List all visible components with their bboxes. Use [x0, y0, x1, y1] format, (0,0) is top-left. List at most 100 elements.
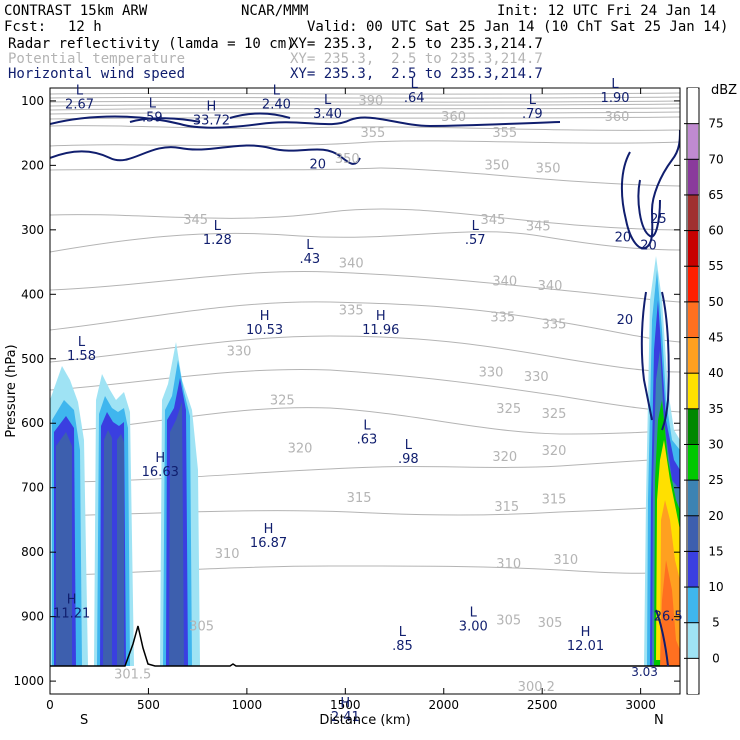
wind-contour-label: 20 — [617, 313, 634, 328]
colorbar-bin — [688, 515, 698, 552]
theta-contour-label: 355 — [492, 126, 517, 141]
colorbar-level-label: 55 — [708, 259, 723, 273]
theta-contour-label: 310 — [496, 557, 521, 572]
theta-contour-label: 345 — [481, 213, 506, 228]
theta-contour-label: 315 — [494, 500, 519, 515]
colorbar-bin — [688, 301, 698, 338]
fcst-label: Fcst: — [4, 19, 47, 35]
wind-contour-label: 20 — [615, 230, 632, 245]
theta-contour-label: 335 — [490, 311, 515, 326]
theta-contour-label: 315 — [347, 491, 372, 506]
extremum-marker: H — [67, 593, 77, 608]
theta-contour-label: 320 — [492, 450, 517, 465]
extremum-marker: L — [273, 83, 281, 98]
colorbar-bin — [688, 658, 698, 694]
extremum-marker: L — [472, 219, 480, 234]
colorbar-level-label: 40 — [708, 366, 723, 380]
theta-contour-label: 315 — [542, 492, 567, 507]
extremum-value: .79 — [522, 107, 543, 122]
colorbar-bin — [688, 337, 698, 374]
theta-contour-label: 345 — [526, 220, 551, 235]
extremum-value: .43 — [300, 252, 321, 267]
theta-contour-label: 325 — [542, 407, 567, 422]
y-axis-label: Pressure (hPa) — [4, 344, 19, 437]
theta-contour-label: 340 — [538, 279, 563, 294]
colorbar-bin — [688, 230, 698, 267]
x-tick-label: 3000 — [625, 698, 656, 712]
theta-contour-label: 350 — [536, 162, 561, 177]
extremum-value: 2.41 — [331, 710, 360, 725]
y-tick-label: 600 — [21, 416, 44, 430]
extremum-marker: H — [340, 696, 350, 711]
extremum-value: 10.53 — [246, 323, 283, 338]
colorbar-level-label: 65 — [708, 188, 723, 202]
colorbar-bin — [688, 373, 698, 409]
field-theta-xy: XY= 235.3, 2.5 to 235.3,214.7 — [290, 51, 543, 67]
reflectivity-cells — [50, 256, 680, 666]
colorbar-bin — [688, 622, 698, 659]
theta-contour-label: 390 — [358, 94, 383, 109]
theta-contour-label: 301.5 — [114, 668, 151, 683]
extra-label: 3.03 — [631, 665, 658, 679]
theta-contour-label: 355 — [360, 126, 385, 141]
field-wind-xy: XY= 235.3, 2.5 to 235.3,214.7 — [290, 66, 543, 82]
extremum-marker: L — [405, 438, 413, 453]
y-tick-label: 900 — [21, 610, 44, 624]
x-tick-label: 2500 — [527, 698, 558, 712]
extremum-marker: L — [78, 335, 86, 350]
theta-contour-label: 300.2 — [518, 680, 555, 695]
theta-contour-label: 350 — [335, 152, 360, 167]
wind-contours — [50, 112, 680, 667]
y-tick-label: 700 — [21, 481, 44, 495]
theta-contour-label: 310 — [215, 547, 240, 562]
extremum-marker: H — [376, 309, 386, 324]
theta-contour-label: 305 — [189, 619, 214, 634]
colorbar-level-label: 50 — [708, 295, 723, 309]
colorbar-level-label: 60 — [708, 224, 723, 238]
wind-contour-label: 25 — [650, 212, 667, 227]
valid-label: Valid: 00 UTC Sat 25 Jan 14 (10 ChT Sat … — [307, 19, 729, 35]
extremum-value: .85 — [392, 639, 413, 654]
extremum-value: .63 — [357, 433, 378, 448]
extremum-value: 3.40 — [313, 107, 342, 122]
y-tick-label: 200 — [21, 158, 44, 172]
colorbar-bin — [688, 408, 698, 445]
x-tick-label: 1000 — [232, 698, 263, 712]
extremum-marker: H — [264, 522, 274, 537]
y-tick-label: 300 — [21, 223, 44, 237]
colorbar-bin — [688, 88, 698, 124]
extremum-marker: L — [214, 219, 222, 234]
theta-contour-label: 330 — [479, 365, 504, 380]
extremum-marker: L — [529, 93, 537, 108]
field-radar-xy: XY= 235.3, 2.5 to 235.3,214.7 — [290, 36, 543, 52]
extremum-marker: L — [363, 419, 371, 434]
theta-contour-label: 330 — [227, 345, 252, 360]
x-axis-label: Distance (km) — [319, 713, 410, 728]
theta-contour-label: 345 — [183, 213, 208, 228]
colorbar-level-label: 70 — [708, 152, 723, 166]
theta-contour-label: 335 — [339, 303, 364, 318]
extremum-marker: L — [149, 96, 157, 111]
extremum-value: 16.63 — [142, 465, 179, 480]
y-tick-label: 400 — [21, 287, 44, 301]
theta-contour-label: 305 — [496, 614, 521, 629]
theta-contour-label: 335 — [542, 318, 567, 333]
extremum-marker: H — [207, 100, 217, 115]
extremum-marker: L — [306, 238, 314, 253]
extremum-value: 1.90 — [601, 91, 630, 106]
theta-contour-label: 340 — [492, 274, 517, 289]
theta-contour-label: 350 — [484, 158, 509, 173]
y-tick-label: 100 — [21, 94, 44, 108]
colorbar-level-label: 75 — [708, 117, 723, 131]
extremum-marker: L — [470, 606, 478, 621]
extremum-value: 11.96 — [362, 323, 399, 338]
x-tick-label: 1500 — [330, 698, 361, 712]
extremum-marker: L — [324, 93, 332, 108]
extremum-value: 2.40 — [262, 97, 291, 112]
theta-contour-label: 320 — [542, 444, 567, 459]
theta-contour-label: 310 — [553, 553, 578, 568]
extremum-value: 1.58 — [67, 349, 96, 364]
extremum-value: 33.72 — [193, 114, 230, 129]
extremum-value: .57 — [465, 233, 486, 248]
terrain-line — [50, 625, 680, 667]
